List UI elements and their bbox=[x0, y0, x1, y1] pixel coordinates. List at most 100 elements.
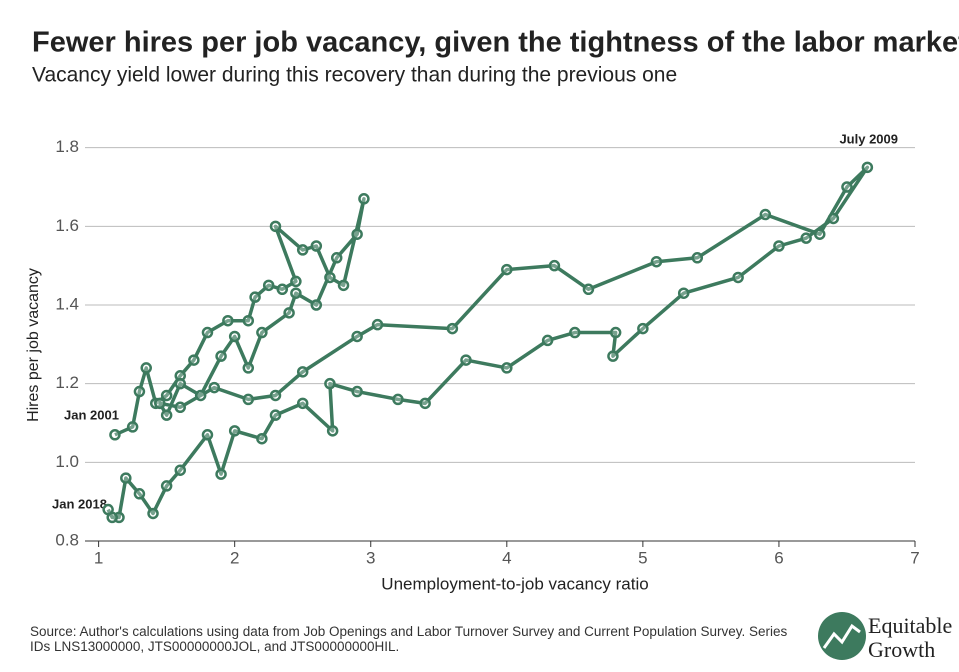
point bbox=[330, 252, 343, 264]
point bbox=[637, 322, 649, 335]
point bbox=[351, 385, 363, 398]
x-tick-label: 5 bbox=[638, 548, 647, 567]
x-tick-label: 7 bbox=[910, 548, 919, 567]
point bbox=[276, 283, 289, 296]
x-tick-label: 3 bbox=[366, 548, 375, 567]
point bbox=[541, 334, 554, 347]
point bbox=[358, 193, 370, 205]
point bbox=[460, 354, 472, 366]
y-tick-label: 1.0 bbox=[55, 452, 79, 471]
logo-text: Growth bbox=[868, 637, 935, 662]
point bbox=[324, 377, 336, 390]
y-tick-label: 1.6 bbox=[55, 216, 79, 235]
y-tick-label: 1.4 bbox=[55, 294, 79, 313]
point bbox=[256, 326, 268, 339]
point bbox=[569, 326, 581, 339]
point bbox=[773, 240, 785, 252]
point bbox=[419, 397, 431, 410]
point bbox=[201, 429, 214, 441]
point bbox=[501, 362, 513, 374]
point bbox=[133, 488, 146, 500]
point bbox=[269, 389, 282, 402]
point bbox=[392, 393, 404, 406]
point bbox=[290, 287, 302, 299]
point bbox=[296, 397, 309, 410]
point bbox=[607, 350, 619, 362]
point bbox=[147, 507, 159, 520]
point bbox=[351, 330, 363, 343]
point bbox=[310, 240, 323, 252]
point bbox=[800, 232, 812, 244]
point bbox=[677, 287, 690, 299]
point bbox=[188, 354, 200, 366]
point bbox=[310, 299, 323, 311]
point bbox=[194, 389, 207, 402]
x-tick-label: 1 bbox=[94, 548, 103, 567]
point bbox=[501, 263, 513, 276]
chart-title: Fewer hires per job vacancy, given the t… bbox=[32, 27, 959, 59]
point bbox=[351, 228, 363, 240]
point bbox=[160, 480, 173, 492]
point bbox=[283, 307, 295, 319]
y-tick-label: 0.8 bbox=[55, 530, 79, 549]
point bbox=[222, 314, 234, 327]
point bbox=[174, 377, 186, 390]
point bbox=[582, 283, 595, 296]
source-box: Source: Author's calculations using data… bbox=[30, 624, 788, 654]
point bbox=[242, 362, 255, 374]
point bbox=[208, 381, 221, 394]
point bbox=[650, 255, 663, 268]
point bbox=[249, 291, 261, 303]
point bbox=[827, 212, 840, 225]
point bbox=[215, 468, 227, 480]
point bbox=[290, 275, 302, 288]
point bbox=[371, 318, 384, 331]
point bbox=[174, 464, 186, 476]
point bbox=[262, 279, 275, 292]
point bbox=[154, 397, 166, 410]
point bbox=[109, 429, 121, 441]
point bbox=[242, 314, 255, 327]
x-tick-label: 6 bbox=[774, 548, 783, 567]
point bbox=[814, 228, 826, 240]
y-axis-label: Hires per job vacancy bbox=[25, 268, 42, 422]
point bbox=[256, 432, 268, 445]
logo-text: Equitable bbox=[868, 613, 952, 638]
point bbox=[548, 259, 561, 272]
annotation: Jan 2018 bbox=[52, 496, 107, 511]
point bbox=[759, 208, 772, 221]
point bbox=[215, 350, 227, 362]
point bbox=[228, 425, 241, 437]
point bbox=[201, 326, 214, 339]
point bbox=[732, 271, 744, 284]
point bbox=[326, 425, 339, 437]
point bbox=[126, 421, 139, 433]
x-tick-label: 2 bbox=[230, 548, 239, 567]
point bbox=[269, 409, 282, 421]
point bbox=[120, 472, 132, 484]
point bbox=[140, 362, 152, 374]
point bbox=[160, 409, 173, 421]
x-axis-label: Unemployment-to-job vacancy ratio bbox=[381, 574, 648, 593]
x-tick-label: 4 bbox=[502, 548, 511, 567]
y-tick-label: 1.8 bbox=[55, 137, 79, 156]
point bbox=[269, 220, 282, 233]
point bbox=[337, 279, 350, 292]
point bbox=[861, 161, 874, 174]
annotation: Jan 2001 bbox=[64, 407, 119, 422]
point bbox=[133, 385, 146, 398]
point bbox=[324, 271, 336, 284]
chart-subtitle: Vacancy yield lower during this recovery… bbox=[32, 64, 677, 87]
point bbox=[228, 330, 241, 343]
series-line bbox=[106, 165, 870, 520]
point bbox=[296, 366, 309, 378]
point bbox=[691, 252, 704, 264]
point bbox=[242, 393, 255, 406]
logo-icon bbox=[818, 612, 866, 660]
point bbox=[296, 244, 309, 256]
point bbox=[609, 326, 622, 339]
source: Source: Author's calculations using data… bbox=[30, 624, 788, 654]
point bbox=[160, 389, 173, 402]
